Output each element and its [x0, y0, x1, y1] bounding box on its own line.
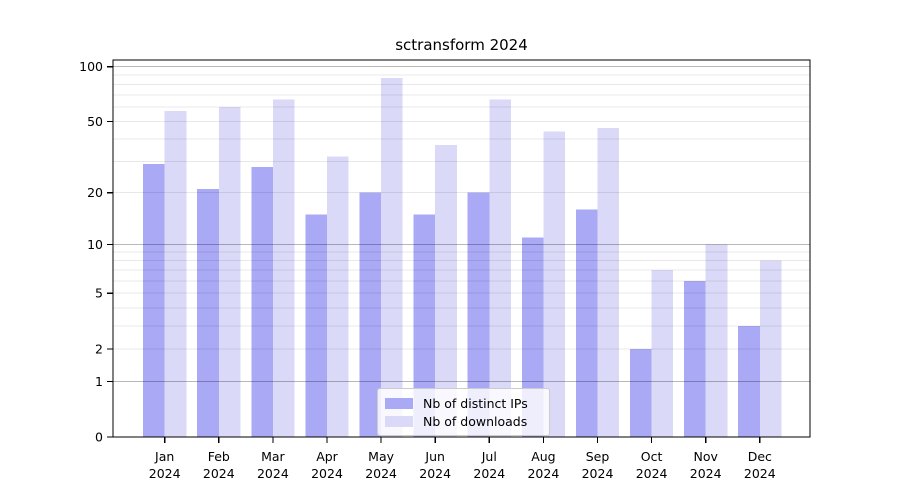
x-tick-label-month: Jun: [424, 449, 445, 464]
y-tick-label: 1: [95, 374, 103, 389]
bar-downloads: [651, 270, 674, 437]
x-tick-label-year: 2024: [311, 466, 343, 481]
x-tick-label-month: Sep: [586, 449, 610, 464]
bar-distinct-ips: [521, 237, 544, 437]
x-tick-label-month: Apr: [316, 449, 338, 464]
x-tick-label-year: 2024: [473, 466, 505, 481]
legend: Nb of distinct IPs Nb of downloads: [377, 388, 550, 436]
bar-downloads: [597, 128, 620, 437]
legend-item-downloads: Nb of downloads: [385, 414, 541, 429]
bar-downloads: [759, 260, 782, 437]
legend-item-distinct-ips: Nb of distinct IPs: [385, 396, 541, 411]
x-tick-label-year: 2024: [203, 466, 235, 481]
x-tick-label-year: 2024: [419, 466, 451, 481]
y-tick-label: 0: [95, 430, 103, 445]
bar-distinct-ips: [630, 348, 652, 437]
bar-distinct-ips: [575, 209, 598, 437]
x-tick-label-month: Oct: [641, 449, 663, 464]
x-tick-label-year: 2024: [636, 466, 668, 481]
bar-downloads: [218, 107, 241, 437]
bar-downloads: [489, 99, 511, 437]
x-tick-label-month: Feb: [208, 449, 230, 464]
bar-distinct-ips: [738, 325, 760, 437]
y-tick-label: 2: [95, 341, 103, 356]
bar-downloads: [327, 156, 349, 437]
x-tick-label-year: 2024: [690, 466, 722, 481]
x-tick-label-year: 2024: [257, 466, 289, 481]
x-tick-label-month: May: [368, 449, 394, 464]
bar-distinct-ips: [413, 214, 436, 437]
y-tick-label: 5: [95, 286, 103, 301]
axes-box: [112, 59, 811, 438]
bar-distinct-ips: [143, 164, 165, 437]
x-tick-label-year: 2024: [582, 466, 614, 481]
y-tick-label: 100: [79, 59, 103, 74]
bar-downloads: [435, 145, 457, 437]
bar-downloads: [543, 131, 565, 437]
x-tick-label-month: Nov: [693, 449, 718, 464]
bar-distinct-ips: [359, 192, 382, 437]
legend-label-downloads: Nb of downloads: [423, 413, 528, 429]
y-tick-label: 10: [87, 237, 103, 252]
y-tick-label: 20: [87, 185, 103, 200]
bar-distinct-ips: [305, 214, 327, 437]
x-tick-label-month: Mar: [261, 449, 285, 464]
x-tick-label-year: 2024: [744, 466, 776, 481]
bar-distinct-ips: [467, 192, 490, 437]
chart-title: sctransform 2024: [395, 36, 528, 54]
x-tick-label-year: 2024: [365, 466, 397, 481]
bar-distinct-ips: [251, 166, 273, 438]
bar-downloads: [381, 77, 403, 438]
legend-swatch-downloads: [385, 415, 413, 427]
y-tick-label: 50: [87, 114, 103, 129]
bar-downloads: [705, 244, 728, 437]
bar-distinct-ips: [197, 189, 219, 437]
x-tick-label-year: 2024: [527, 466, 559, 481]
legend-swatch-distinct-ips: [385, 397, 413, 409]
x-tick-label-month: Dec: [748, 449, 772, 464]
legend-label-distinct-ips: Nb of distinct IPs: [423, 395, 528, 411]
x-tick-label-month: Aug: [531, 449, 555, 464]
x-tick-label-month: Jul: [481, 449, 497, 464]
bar-distinct-ips: [684, 280, 706, 437]
bar-downloads: [164, 111, 187, 437]
bar-downloads: [272, 99, 295, 437]
x-tick-label-year: 2024: [149, 466, 181, 481]
x-tick-label-month: Jan: [154, 449, 174, 464]
